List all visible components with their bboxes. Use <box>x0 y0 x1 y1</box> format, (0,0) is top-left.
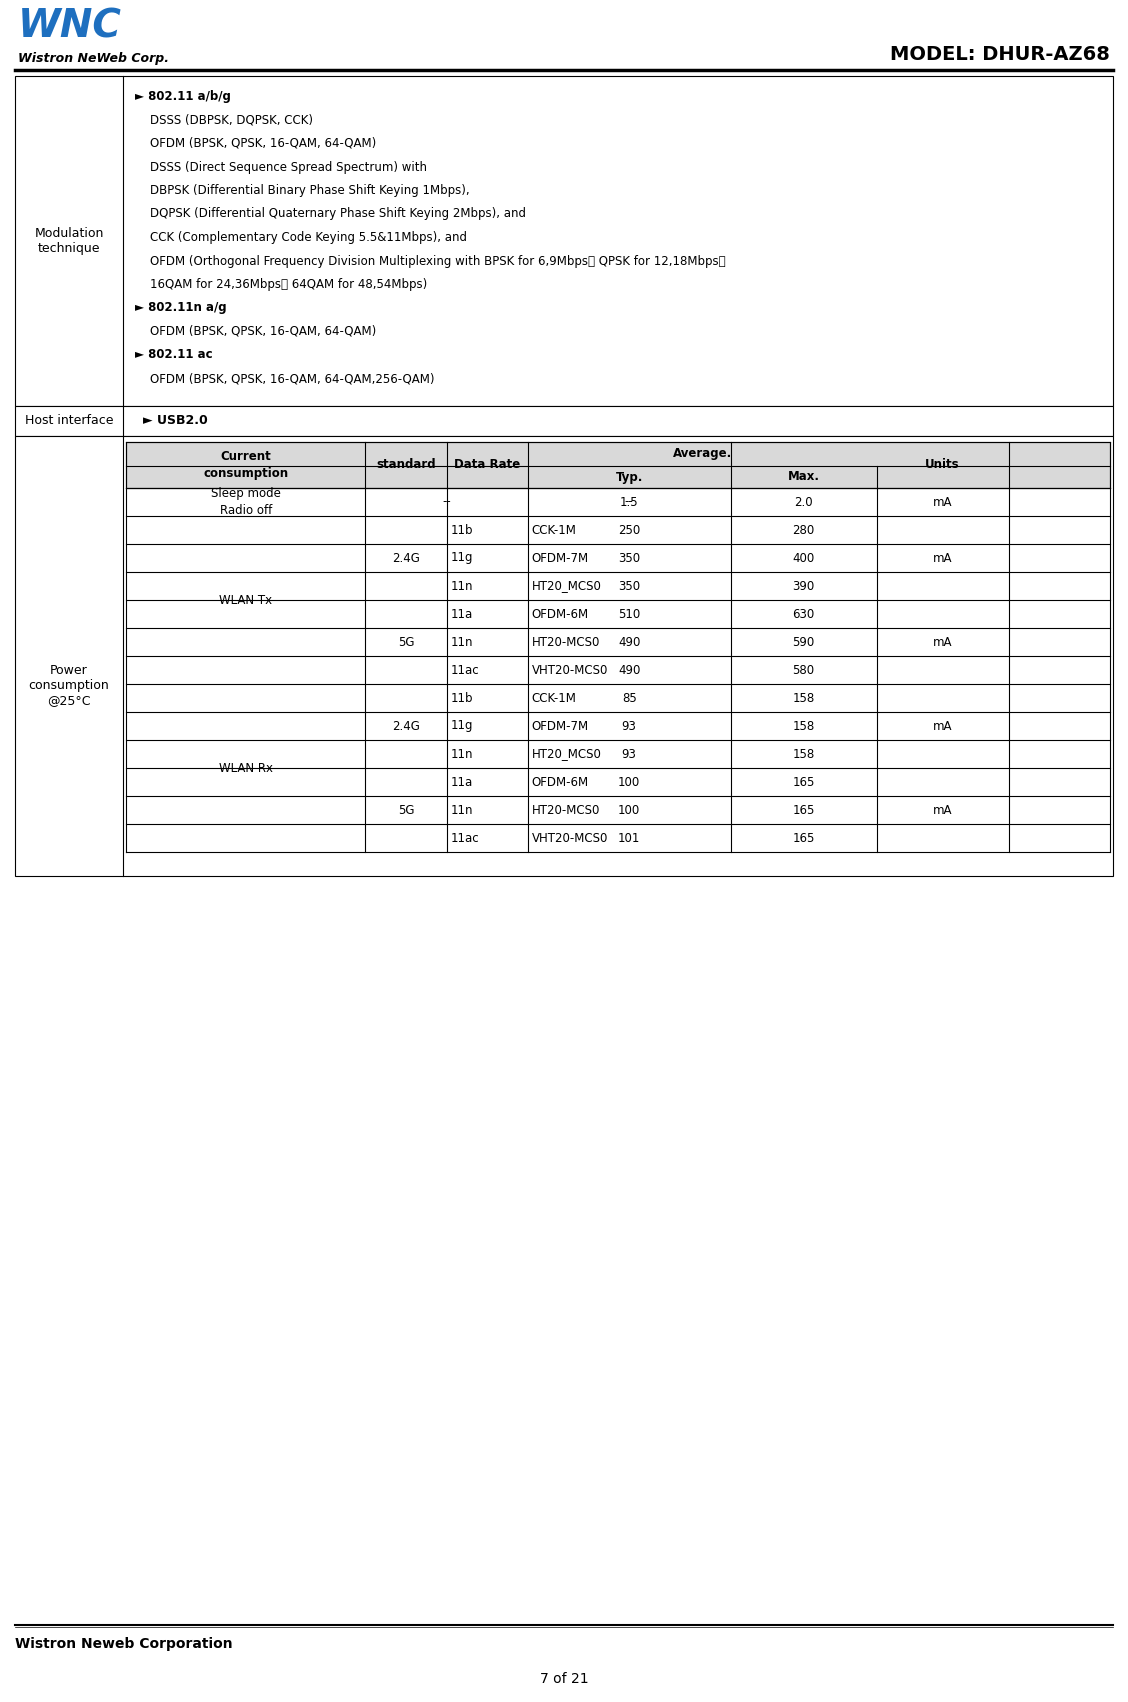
Text: 11g: 11g <box>450 720 473 732</box>
Text: 165: 165 <box>793 776 814 788</box>
Text: Wistron NeWeb Corp.: Wistron NeWeb Corp. <box>18 53 169 65</box>
Text: 11ac: 11ac <box>450 832 479 844</box>
Text: 93: 93 <box>622 720 636 732</box>
Text: 11a: 11a <box>450 608 473 621</box>
Text: OFDM-7M: OFDM-7M <box>531 720 589 732</box>
Text: 2.4G: 2.4G <box>393 720 420 732</box>
Text: 158: 158 <box>793 720 814 732</box>
Text: CCK (Complementary Code Keying 5.5&11Mbps), and: CCK (Complementary Code Keying 5.5&11Mbp… <box>135 231 467 243</box>
Text: --: -- <box>625 495 634 509</box>
Text: 490: 490 <box>618 635 641 648</box>
Text: ► 802.11 a/b/g: ► 802.11 a/b/g <box>135 90 231 104</box>
Text: OFDM-7M: OFDM-7M <box>531 551 589 565</box>
Bar <box>15 436 1113 877</box>
Text: 2.4G: 2.4G <box>393 551 420 565</box>
Text: 11a: 11a <box>450 776 473 788</box>
Text: WNC: WNC <box>18 9 122 46</box>
Text: OFDM (Orthogonal Frequency Division Multiplexing with BPSK for 6,9Mbps、 QPSK for: OFDM (Orthogonal Frequency Division Mult… <box>135 255 725 267</box>
Text: 400: 400 <box>793 551 814 565</box>
Text: 1.5: 1.5 <box>620 495 638 509</box>
Text: OFDM (BPSK, QPSK, 16-QAM, 64-QAM,256-QAM): OFDM (BPSK, QPSK, 16-QAM, 64-QAM,256-QAM… <box>135 373 434 385</box>
Text: 7 of 21: 7 of 21 <box>539 1671 589 1687</box>
Text: Wistron Neweb Corporation: Wistron Neweb Corporation <box>15 1637 232 1651</box>
Bar <box>15 407 1113 436</box>
Text: Sleep mode
Radio off: Sleep mode Radio off <box>211 487 281 516</box>
Text: 93: 93 <box>622 747 636 761</box>
Text: DSSS (DBPSK, DQPSK, CCK): DSSS (DBPSK, DQPSK, CCK) <box>135 114 312 126</box>
Text: 165: 165 <box>793 803 814 817</box>
Text: WLAN Rx: WLAN Rx <box>219 761 273 774</box>
Text: 100: 100 <box>618 803 641 817</box>
Bar <box>126 443 1110 488</box>
Text: 11ac: 11ac <box>450 664 479 676</box>
Text: OFDM (BPSK, QPSK, 16-QAM, 64-QAM): OFDM (BPSK, QPSK, 16-QAM, 64-QAM) <box>135 325 377 339</box>
Text: mA: mA <box>933 635 952 648</box>
Text: Data Rate: Data Rate <box>453 458 520 471</box>
Text: standard: standard <box>376 458 435 471</box>
Text: Average.: Average. <box>672 448 732 461</box>
Text: --: -- <box>442 495 451 509</box>
Text: 630: 630 <box>793 608 814 621</box>
Text: Host interface: Host interface <box>25 415 113 427</box>
Text: 11b: 11b <box>450 691 473 705</box>
Text: 350: 350 <box>618 551 641 565</box>
Text: HT20-MCS0: HT20-MCS0 <box>531 803 600 817</box>
Text: ► USB2.0: ► USB2.0 <box>143 415 208 427</box>
Text: mA: mA <box>933 495 952 509</box>
Text: DQPSK (Differential Quaternary Phase Shift Keying 2Mbps), and: DQPSK (Differential Quaternary Phase Shi… <box>135 208 526 221</box>
Text: Power
consumption
@25°C: Power consumption @25°C <box>28 664 109 708</box>
Text: MODEL: DHUR-AZ68: MODEL: DHUR-AZ68 <box>890 44 1110 65</box>
Text: 280: 280 <box>793 524 814 536</box>
Text: 11n: 11n <box>450 747 473 761</box>
Text: 510: 510 <box>618 608 641 621</box>
Text: 2.0: 2.0 <box>794 495 813 509</box>
Text: 11b: 11b <box>450 524 473 536</box>
Text: 165: 165 <box>793 832 814 844</box>
Text: OFDM (BPSK, QPSK, 16-QAM, 64-QAM): OFDM (BPSK, QPSK, 16-QAM, 64-QAM) <box>135 136 377 150</box>
Text: 11g: 11g <box>450 551 473 565</box>
Text: 390: 390 <box>793 579 814 592</box>
Text: CCK-1M: CCK-1M <box>531 524 576 536</box>
Text: HT20-MCS0: HT20-MCS0 <box>531 635 600 648</box>
Text: VHT20-MCS0: VHT20-MCS0 <box>531 832 608 844</box>
Text: 580: 580 <box>793 664 814 676</box>
Text: 11n: 11n <box>450 579 473 592</box>
Text: CCK-1M: CCK-1M <box>531 691 576 705</box>
Text: OFDM-6M: OFDM-6M <box>531 776 589 788</box>
Text: 101: 101 <box>618 832 641 844</box>
Text: Typ.: Typ. <box>616 470 643 483</box>
Text: OFDM-6M: OFDM-6M <box>531 608 589 621</box>
Text: Modulation
technique: Modulation technique <box>34 226 104 255</box>
Text: Max.: Max. <box>787 470 820 483</box>
Text: HT20_MCS0: HT20_MCS0 <box>531 579 601 592</box>
Bar <box>15 77 1113 407</box>
Text: WLAN Tx: WLAN Tx <box>219 594 272 606</box>
Text: 158: 158 <box>793 747 814 761</box>
Text: HT20_MCS0: HT20_MCS0 <box>531 747 601 761</box>
Text: Units: Units <box>925 458 960 471</box>
Text: ► 802.11n a/g: ► 802.11n a/g <box>135 301 227 315</box>
Text: 11n: 11n <box>450 803 473 817</box>
Text: mA: mA <box>933 551 952 565</box>
Text: DBPSK (Differential Binary Phase Shift Keying 1Mbps),: DBPSK (Differential Binary Phase Shift K… <box>135 184 469 197</box>
Text: 350: 350 <box>618 579 641 592</box>
Text: 250: 250 <box>618 524 641 536</box>
Text: 490: 490 <box>618 664 641 676</box>
Text: Current
consumption: Current consumption <box>203 451 289 480</box>
Text: 5G: 5G <box>398 635 414 648</box>
Text: 158: 158 <box>793 691 814 705</box>
Text: ► 802.11 ac: ► 802.11 ac <box>135 349 212 361</box>
Text: 85: 85 <box>622 691 636 705</box>
Text: 100: 100 <box>618 776 641 788</box>
Text: mA: mA <box>933 803 952 817</box>
Text: 590: 590 <box>793 635 814 648</box>
Text: 5G: 5G <box>398 803 414 817</box>
Text: VHT20-MCS0: VHT20-MCS0 <box>531 664 608 676</box>
Text: DSSS (Direct Sequence Spread Spectrum) with: DSSS (Direct Sequence Spread Spectrum) w… <box>135 160 428 174</box>
Text: mA: mA <box>933 720 952 732</box>
Text: 16QAM for 24,36Mbps、 64QAM for 48,54Mbps): 16QAM for 24,36Mbps、 64QAM for 48,54Mbps… <box>135 277 428 291</box>
Text: 11n: 11n <box>450 635 473 648</box>
